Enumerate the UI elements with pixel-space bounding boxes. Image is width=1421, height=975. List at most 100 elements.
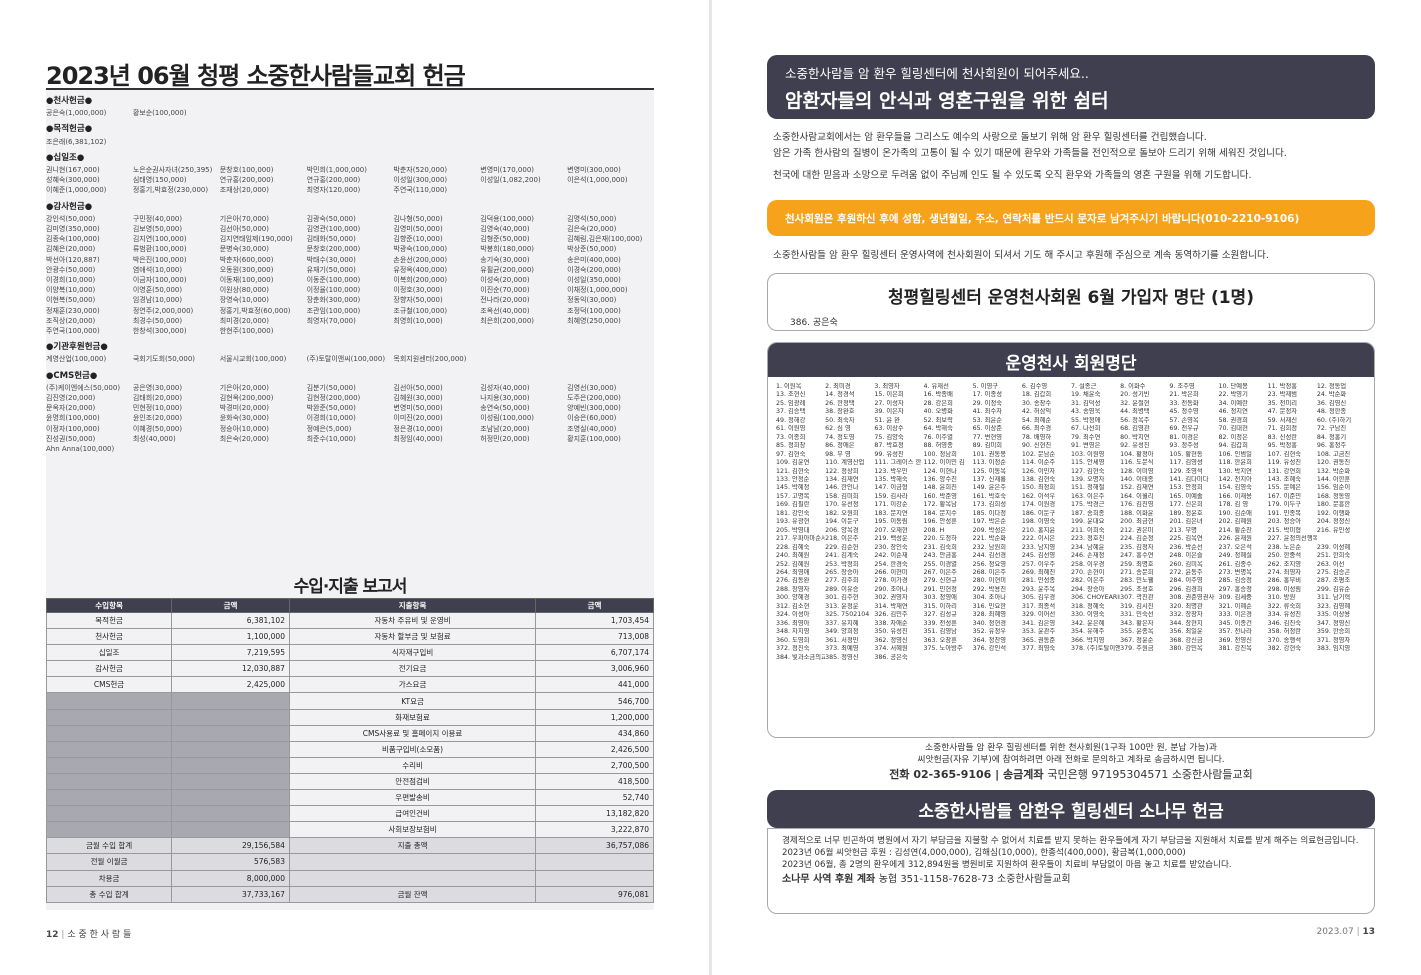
member-name: 63. 이상수 (874, 425, 904, 433)
member-name: 123. 박우민 (874, 467, 908, 475)
member-name: 85. 정희창 (776, 442, 806, 450)
member-name: 67. 나선희 (1071, 425, 1101, 433)
member-name (973, 654, 1022, 662)
member-name (1120, 654, 1169, 662)
member-name: 95. 박정홍 (1267, 442, 1298, 450)
member-name: 302. 권영자 (874, 594, 908, 602)
member-name: 339. 전성훈 (923, 619, 957, 627)
member-name: 79. 최수연 (1071, 433, 1101, 441)
donation-entry: 이경희(10,000) (46, 276, 96, 285)
member-name: 9. 조주영 (1169, 383, 1195, 390)
donation-row: 이현복(50,000) 임경남(10,000) 장영숙(10,000) 장춘화(300… (46, 295, 654, 305)
io-total-row: 금월 수입 합계 29,156,584 지출 총액 36,757,086 (45, 837, 654, 855)
donation-entry: 김향준(10,000) (393, 235, 443, 244)
member-name: 195. 이동림 (874, 518, 908, 526)
donation-entry: 윤명희(100,000) (46, 414, 100, 423)
member-name: 298. 이성림 (1267, 585, 1302, 593)
io-row: 우편발송비 52,740 (45, 789, 654, 807)
sonamu-title: 소중한사람들 암환우 힐링센터 소나무 헌금 (767, 790, 1375, 828)
member-name: 212. 권은미 (1120, 526, 1154, 534)
member-name: 64. 박해숙 (923, 425, 953, 433)
member-name: 241. 김계숙 (825, 552, 859, 560)
donation-entry: 박은진(100,000) (132, 255, 187, 264)
member-name: 278. 이가경 (874, 577, 908, 585)
io-row: 사회보장보험비 3,222,870 (45, 821, 654, 839)
member-name: 286. 홍부비 (1267, 577, 1302, 585)
io-total-row: 전월 이월금 576,583 (45, 853, 654, 871)
member-name: 125. 이동옥 (972, 467, 1007, 475)
member-name: 359. 한승희 (1316, 628, 1351, 636)
io-cell: 546,700 (535, 692, 654, 710)
member-name: 202. 김혜원 (1218, 518, 1252, 526)
donation-entry: 황보순(100,000) (132, 109, 187, 118)
donation-entry: 최영희(10,000) (393, 316, 443, 325)
member-name: 382. 강현숙 (1267, 645, 1302, 653)
member-name: 251. 한희숙 (1316, 552, 1351, 560)
donation-entry: 국회기도회(50,000) (132, 355, 195, 364)
member-name: 301. 김주현 (825, 594, 859, 602)
donation-entry: 성혜숙(300,000) (46, 176, 100, 185)
member-name: 380. 강민옥 (1169, 645, 1203, 653)
member-name: 290. 조아나 (874, 585, 908, 593)
member-name: 309. 김세중 (1218, 594, 1252, 602)
donation-entry: 최경수(50,000) (132, 316, 183, 325)
donation-row: 강인석(50,000) 구민정(40,000) 기은아(70,000) 김광숙(50,… (46, 214, 654, 224)
donation-entry: 주연국(100,000) (46, 327, 100, 336)
member-name: 233. 남지영 (1021, 543, 1056, 551)
donation-row: 윤명희(100,000) 윤인조(20,000) 윤화숙(30,000) 이경희(10… (46, 413, 654, 423)
member-name: 216. 유인성 (1316, 526, 1351, 534)
member-name: 17. 이종성 (972, 391, 1003, 399)
member-name: 363. 오창훈 (923, 636, 957, 644)
member-name: 262. 조지영 (1267, 560, 1302, 568)
member-name: 180. 문흥한 (1316, 501, 1351, 509)
donation-entry: 공은영(30,000) (132, 383, 183, 392)
io-cell: 전기요금 (288, 660, 537, 678)
donation-row: 박선아(120,887) 박은진(100,000) 박춘자(600,000) 박태수(… (46, 255, 654, 265)
io-total-row: 총 수입 합계 37,733,167 금월 잔액 976,081 (45, 885, 654, 903)
io-cell (45, 756, 173, 774)
donation-entry: 김지연태임제(190,000) (219, 235, 293, 244)
member-name: 91. 변영은 (1071, 442, 1101, 450)
member-name: 356. 최일윤 (1169, 628, 1203, 636)
member-name: 149. 윤은주 (972, 484, 1007, 492)
io-cell: 713,008 (535, 628, 654, 646)
member-name: 137. 신재룡 (972, 475, 1007, 483)
member-name: 128. 이미영 (1120, 467, 1154, 475)
io-cell (288, 869, 537, 887)
member-name: 255. 이경열 (923, 560, 957, 568)
donation-entry: 전나라(20,000) (480, 296, 530, 305)
member-name: 113. 이정순 (972, 459, 1007, 467)
member-name: 81. 이경은 (1169, 433, 1199, 441)
member-name: 330. 이영숙 (1071, 611, 1105, 619)
donation-entry: 문옥자(20,000) (46, 404, 96, 413)
member-name: 20. 성기빈 (1120, 391, 1150, 399)
donation-entry: 김영숙(40,000) (480, 225, 530, 234)
sonamu-account: 소나무 사역 후원 계좌 농협 351-1158-7628-73 소중한사람들교… (782, 874, 1360, 886)
member-name: 231. 김숙희 (923, 543, 957, 551)
page-footer-right: 2023.07 | 13 (1316, 927, 1375, 937)
member-name: 353. 윤관주 (1021, 628, 1056, 636)
member-name: 304. 조아나 (972, 594, 1007, 602)
member-name: 141. 김다미다 (1169, 475, 1209, 483)
donation-entry (133, 444, 220, 454)
io-cell: 천사헌금 (45, 628, 173, 646)
member-name: 196. 안성훈 (923, 518, 957, 526)
member-name: 187. 송희종 (1071, 509, 1105, 517)
io-cell (171, 724, 290, 742)
donation-entry: Ahn Anna(100,000) (46, 445, 115, 454)
member-name: 65. 이상준 (972, 425, 1003, 433)
member-name: 362. 정영신 (874, 636, 908, 644)
member-name: 131. 강연희 (1267, 467, 1302, 475)
donation-entry: 김진영(20,000) (46, 394, 96, 403)
member-name: 346. 김진숙 (1267, 619, 1302, 627)
io-row: 화재보험료 1,200,000 (45, 708, 654, 726)
member-name: 337. 유지혜 (825, 619, 859, 627)
new-members-box: 청평힐링센터 운영천사회원 6월 가입자 명단 (1명) 386. 공은숙 (767, 273, 1375, 331)
member-name: 129. 조영석 (1169, 467, 1203, 475)
donation-entry: 정은경(10,000) (393, 424, 443, 433)
donation-entry: 박경미(20,000) (219, 404, 269, 413)
member-name: 323. 김영혜 (1316, 602, 1351, 610)
member-name: 250. 한중석 (1267, 552, 1302, 560)
io-cell (45, 821, 173, 839)
donation-entry: 이복희(200,000) (393, 276, 448, 285)
